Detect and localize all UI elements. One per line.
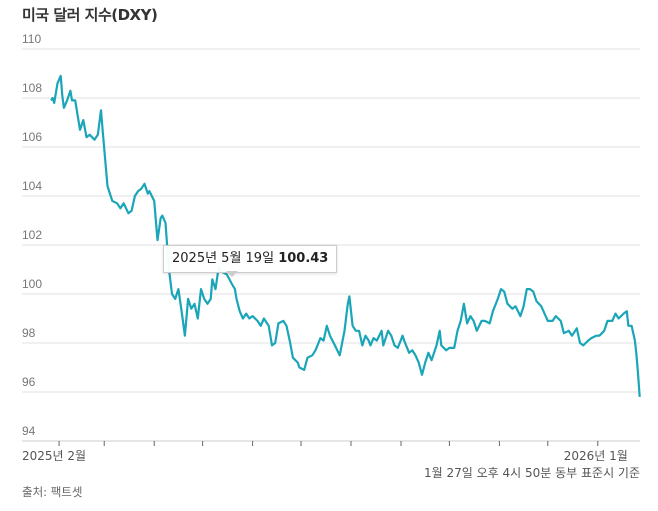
tooltip-date: 2025년 5월 19일: [172, 251, 275, 266]
y-tick-label: 98: [22, 326, 36, 340]
y-tick-label: 100: [22, 277, 42, 291]
tooltip-pointer: [226, 271, 238, 277]
tooltip-value: 100.43: [278, 251, 329, 266]
source-label: 출처: 팩트셋: [22, 485, 83, 499]
y-tick-label: 102: [22, 228, 42, 242]
y-tick-label: 108: [22, 81, 42, 95]
y-tick-label: 104: [22, 179, 42, 193]
y-tick-label: 94: [22, 424, 36, 438]
tooltip: 2025년 5월 19일 100.43: [163, 245, 338, 273]
y-tick-label: 110: [22, 32, 41, 46]
y-tick-label: 96: [22, 375, 36, 389]
y-tick-label: 106: [22, 130, 42, 144]
x-tick-label: 2025년 2월: [22, 449, 86, 463]
timestamp-note: 1월 27일 오후 4시 50분 동부 표준시 기준: [423, 466, 640, 480]
dxy-series-line: [50, 74, 641, 397]
chart-title: 미국 달러 지수(DXY): [22, 6, 158, 24]
x-tick-label: 2026년 1월: [564, 449, 628, 463]
